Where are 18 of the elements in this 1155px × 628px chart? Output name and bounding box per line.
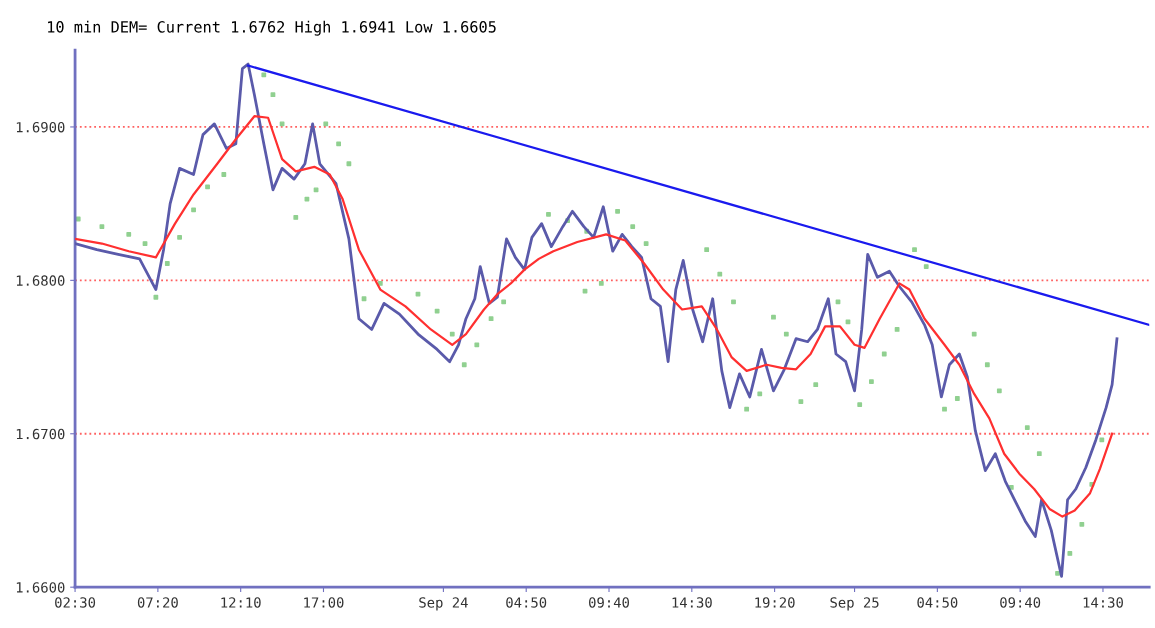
x-tick-label: 17:00 [304, 597, 344, 608]
x-tick-label: 09:40 [1000, 597, 1041, 608]
x-tick-label: 07:20 [137, 597, 178, 608]
x-tick-label: 14:30 [1083, 597, 1123, 608]
x-tick-label: 19:20 [755, 597, 795, 608]
y-tick-label: 1.6800 [16, 275, 65, 286]
y-tick-label: 1.6600 [16, 582, 65, 593]
x-tick-label: 12:10 [221, 597, 261, 608]
x-tick-label: Sep 24 [419, 597, 468, 611]
x-tick-label: Sep 25 [830, 597, 879, 611]
x-tick-label: 02:30 [55, 597, 96, 608]
chart-title: 10 min DEM= Current 1.6762 High 1.6941 Low 1.6605 [48, 20, 496, 36]
x-tick-label: 14:30 [672, 597, 712, 608]
x-tick-label: 04:50 [917, 597, 958, 608]
y-tick-label: 1.6700 [16, 428, 65, 440]
x-tick-label: 04:50 [506, 597, 547, 608]
y-tick-label: 1.6900 [16, 121, 65, 133]
x-tick-label: 09:40 [589, 597, 630, 608]
